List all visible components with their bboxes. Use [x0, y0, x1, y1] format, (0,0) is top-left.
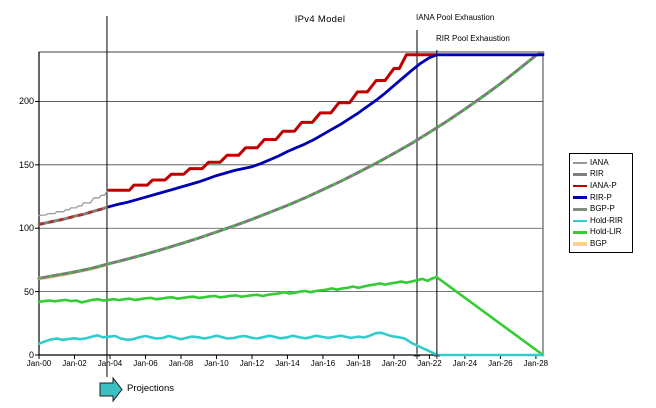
legend-label: RIR: [590, 169, 604, 179]
projections-label: Projections: [127, 383, 174, 394]
legend-swatch-iana-p: [573, 184, 587, 188]
legend-label: Hold-RIR: [590, 215, 623, 225]
exhaustion-marker: [414, 353, 420, 359]
series-hold-lir: [37, 275, 545, 357]
legend: IANA RIR IANA-P RIR-P BGP-P Hold-RIR Hold-LIR B…: [569, 153, 633, 253]
series-iana-p: [107, 53, 439, 192]
iana-exhaustion-annotation: IANA Pool Exhaustion: [416, 13, 495, 22]
x-tick-label-jan-08: Jan-08: [168, 359, 194, 368]
legend-swatch-rir-p: [573, 196, 587, 199]
x-tick-label-jan-24: Jan-24: [452, 359, 478, 368]
legend-swatch-hold-lir: [573, 231, 587, 234]
x-tick-label-jan-20: Jan-20: [381, 359, 407, 368]
legend-swatch-iana: [573, 162, 587, 164]
legend-item-iana-p: IANA-P: [573, 180, 630, 192]
y-tick-label-50: 50: [23, 286, 34, 297]
x-tick-label-jan-28: Jan-28: [523, 359, 549, 368]
x-tick-label-jan-06: Jan-06: [133, 359, 158, 368]
legend-swatch-bgp-p: [573, 207, 587, 211]
legend-swatch-bgp: [573, 242, 587, 246]
y-tick-label-200: 200: [18, 96, 34, 107]
legend-item-hold-lir: Hold-LIR: [573, 227, 630, 239]
y-tick-label-0: 0: [28, 350, 34, 360]
series-rir-p: [107, 53, 545, 209]
legend-item-rir: RIR: [573, 169, 630, 181]
legend-item-hold-rir: Hold-RIR: [573, 215, 630, 227]
x-tick-label-jan-12: Jan-12: [239, 359, 265, 368]
legend-swatch-rir: [573, 173, 587, 176]
x-tick-label-jan-18: Jan-18: [346, 359, 371, 368]
x-tick-label-jan-10: Jan-10: [204, 359, 229, 368]
x-tick-label-jan-26: Jan-26: [488, 359, 513, 368]
legend-label: IANA: [590, 157, 609, 167]
legend-label: BGP: [590, 238, 607, 248]
chart-title: IPv4 Model: [294, 14, 346, 25]
series-rir-overlay: [38, 205, 110, 226]
legend-label: RIR-P: [590, 192, 612, 202]
legend-label: IANA-P: [590, 180, 617, 190]
series-bgp-p: [37, 51, 545, 280]
x-tick-label-jan-16: Jan-16: [310, 359, 336, 368]
exhaustion-marker: [433, 353, 440, 359]
y-tick-label-100: 100: [18, 223, 34, 234]
legend-item-rir-p: RIR-P: [573, 192, 630, 204]
x-tick-label-jan-14: Jan-14: [275, 359, 300, 368]
legend-swatch-hold-rir: [573, 219, 587, 222]
x-tick-label-jan-22: Jan-22: [417, 359, 442, 368]
projections-arrow-icon: [99, 376, 123, 403]
series-hold-rir: [37, 331, 545, 357]
legend-label: BGP-P: [590, 204, 615, 214]
legend-item-iana: IANA: [573, 157, 630, 169]
legend-label: Hold-LIR: [590, 227, 622, 237]
x-tick-label-jan-02: Jan-02: [62, 359, 87, 368]
series-iana: [38, 189, 110, 217]
legend-item-bgp: BGP: [573, 238, 630, 250]
legend-item-bgp-p: BGP-P: [573, 203, 630, 215]
x-tick-label-jan-04: Jan-04: [97, 359, 123, 368]
y-tick-label-150: 150: [18, 159, 34, 170]
x-tick-label-jan-00: Jan-00: [26, 359, 52, 368]
rir-exhaustion-annotation: RIR Pool Exhaustion: [436, 34, 510, 43]
